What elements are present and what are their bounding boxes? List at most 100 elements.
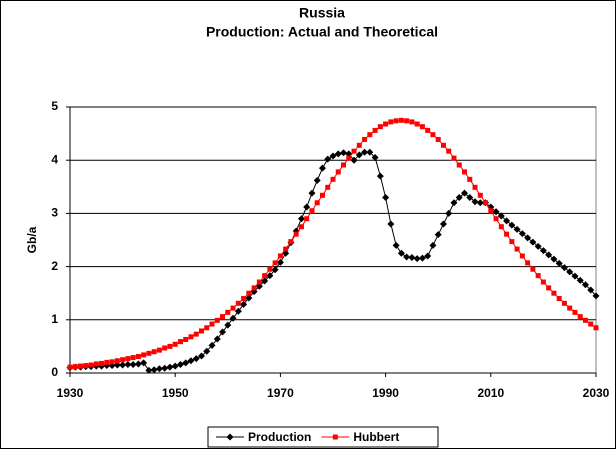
data-point xyxy=(129,360,137,368)
data-point xyxy=(120,357,126,363)
data-point xyxy=(398,117,404,123)
data-point xyxy=(519,253,525,259)
data-point xyxy=(355,151,363,159)
data-point xyxy=(403,253,411,261)
data-point xyxy=(450,199,458,207)
data-point xyxy=(78,363,84,369)
data-point xyxy=(430,132,436,138)
data-point xyxy=(145,366,153,374)
data-point xyxy=(525,260,531,266)
data-point xyxy=(314,200,320,206)
data-point xyxy=(240,300,248,308)
y-tick-label: 2 xyxy=(51,259,58,273)
data-point xyxy=(134,360,142,368)
data-point xyxy=(561,300,567,306)
x-tick-label: 2030 xyxy=(583,386,610,400)
data-point xyxy=(567,305,573,311)
data-point xyxy=(151,349,157,355)
data-point xyxy=(267,266,273,272)
data-point xyxy=(361,148,369,156)
x-tick-label: 2010 xyxy=(477,386,504,400)
data-point xyxy=(413,255,421,263)
data-point xyxy=(592,292,600,300)
data-point xyxy=(246,290,252,296)
data-point xyxy=(261,277,269,285)
data-point xyxy=(198,352,205,360)
data-point xyxy=(493,216,499,222)
data-point xyxy=(329,152,337,160)
data-point xyxy=(192,355,200,363)
data-point xyxy=(576,276,584,284)
data-point xyxy=(571,272,579,280)
data-point xyxy=(203,347,211,355)
data-point xyxy=(560,264,568,272)
data-point xyxy=(446,148,452,154)
data-point xyxy=(409,119,415,125)
data-point xyxy=(109,359,115,365)
y-tick-label: 0 xyxy=(51,365,58,379)
data-point xyxy=(555,259,563,267)
data-point xyxy=(546,285,552,291)
data-point xyxy=(272,260,278,266)
data-point xyxy=(140,359,148,367)
data-point xyxy=(518,230,526,238)
legend-label: Hubbert xyxy=(353,430,399,444)
data-point xyxy=(219,328,227,336)
chart-title: Russia xyxy=(299,5,345,21)
data-point xyxy=(166,363,174,371)
data-point xyxy=(540,279,546,285)
y-axis-label: Gb/a xyxy=(25,226,39,253)
data-point xyxy=(367,132,373,138)
data-point xyxy=(241,296,247,302)
plot-area xyxy=(69,106,597,374)
data-point xyxy=(440,142,446,148)
data-point xyxy=(362,136,368,142)
data-point xyxy=(508,221,516,229)
data-point xyxy=(67,364,73,370)
data-point xyxy=(471,198,479,206)
data-point xyxy=(545,251,553,259)
data-point xyxy=(455,193,463,201)
data-point xyxy=(477,192,483,198)
data-point xyxy=(593,325,599,331)
data-point xyxy=(187,357,195,365)
data-point xyxy=(383,121,389,127)
data-point xyxy=(182,359,190,367)
data-point xyxy=(488,208,494,214)
data-point xyxy=(550,255,558,263)
data-point xyxy=(340,149,348,157)
data-point xyxy=(404,118,410,124)
data-point xyxy=(425,127,431,133)
data-point xyxy=(582,317,588,323)
data-point xyxy=(172,341,178,347)
data-point xyxy=(497,212,505,220)
data-point xyxy=(183,336,189,342)
data-point xyxy=(104,359,110,365)
y-tick-label: 3 xyxy=(51,206,58,220)
data-point xyxy=(224,321,232,329)
data-point xyxy=(304,216,310,222)
data-point xyxy=(124,360,132,368)
data-point xyxy=(435,136,441,142)
data-point xyxy=(371,154,379,162)
data-point xyxy=(283,246,289,252)
data-point xyxy=(171,362,179,370)
data-point xyxy=(376,172,384,180)
data-point xyxy=(256,279,262,285)
data-point xyxy=(313,176,321,184)
data-point xyxy=(220,314,226,320)
data-point xyxy=(135,354,141,360)
data-point xyxy=(188,334,194,340)
data-point xyxy=(288,239,294,245)
data-point xyxy=(167,343,173,349)
data-point xyxy=(162,345,168,351)
data-point xyxy=(504,231,510,237)
data-point xyxy=(119,361,127,369)
data-point xyxy=(209,321,215,327)
data-point xyxy=(309,208,315,214)
x-tick-label: 1930 xyxy=(57,386,84,400)
data-point xyxy=(535,273,541,279)
data-point xyxy=(72,364,78,370)
data-point xyxy=(451,155,457,161)
